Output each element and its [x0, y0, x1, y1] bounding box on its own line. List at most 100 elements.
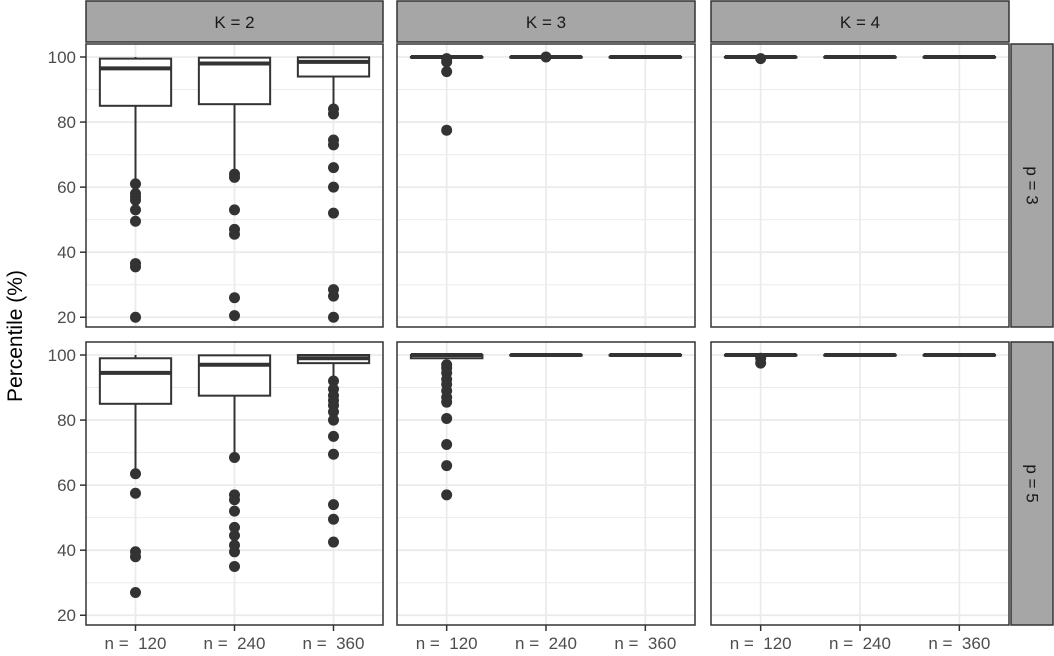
- outlier-point: [229, 505, 240, 517]
- outlier-point: [328, 499, 339, 511]
- x-tick-label: n = 240: [829, 634, 891, 653]
- panel-border: [710, 43, 1010, 328]
- y-tick-label: 40: [57, 243, 76, 262]
- y-tick-label: 60: [57, 476, 76, 495]
- column-strip-label: K = 2: [214, 13, 254, 32]
- y-tick-label: 80: [57, 411, 76, 430]
- box: [98, 57, 173, 107]
- outlier-point: [441, 124, 453, 136]
- outlier-point: [328, 414, 339, 426]
- boxplot-group: [409, 353, 484, 501]
- outlier-point: [229, 451, 240, 463]
- x-tick-label: n = 360: [928, 634, 990, 653]
- column-strip-label: K = 4: [840, 13, 880, 32]
- column-strip-label: K = 3: [526, 13, 566, 32]
- x-tick-label: n = 240: [515, 634, 577, 653]
- frame-layer: K = 2 K = 3 K = 4 p = 3 p = 5 20 40 60 80 100 20 40…: [48, 0, 1054, 653]
- outlier-point: [130, 178, 141, 190]
- boxplot-group: [723, 352, 798, 369]
- x-tick-label: n = 120: [416, 634, 478, 653]
- row-strip: [1010, 43, 1054, 328]
- outlier-point: [328, 536, 339, 548]
- row-strip-label: p = 5: [1023, 464, 1042, 502]
- outlier-point: [328, 181, 339, 193]
- boxplot-group: [197, 354, 272, 572]
- x-tick-label: n = 120: [105, 634, 167, 653]
- y-axis-title: Percentile (%): [4, 270, 27, 402]
- boxplot-group: [509, 51, 583, 63]
- row-strip: [1010, 341, 1054, 626]
- boxplot-group: [823, 55, 897, 60]
- y-tick-label: 40: [57, 541, 76, 560]
- outlier-point: [130, 215, 141, 227]
- outlier-point: [441, 489, 453, 501]
- boxplot-group: [509, 353, 583, 358]
- boxplot-group: [608, 353, 683, 358]
- outlier-point: [328, 513, 339, 525]
- y-tick-label: 20: [57, 606, 76, 625]
- outlier-point: [130, 261, 141, 273]
- outlier-point: [229, 521, 240, 533]
- outlier-point: [328, 207, 339, 219]
- column-strip: [85, 0, 384, 43]
- outlier-point: [755, 53, 767, 65]
- outlier-point: [229, 494, 240, 506]
- outlier-point: [441, 66, 453, 78]
- outlier-point: [130, 204, 141, 216]
- boxplot-group: [922, 55, 997, 60]
- outlier-point: [328, 139, 339, 151]
- column-strip: [396, 0, 696, 43]
- mark-layer: [98, 51, 997, 598]
- boxplot-group: [823, 353, 897, 358]
- boxplot-group: [296, 56, 371, 323]
- outlier-point: [441, 412, 453, 424]
- outlier-point: [328, 108, 339, 120]
- boxplot-group: [296, 354, 371, 548]
- outlier-point: [229, 228, 240, 240]
- outlier-point: [229, 546, 240, 558]
- outlier-point: [328, 290, 339, 302]
- boxplot-group: [922, 353, 997, 358]
- x-tick-label: n = 360: [303, 634, 365, 653]
- outlier-point: [441, 56, 453, 68]
- boxplot-group: [98, 57, 173, 323]
- y-tick-label: 60: [57, 178, 76, 197]
- boxplot-group: [197, 56, 272, 322]
- outlier-point: [328, 311, 339, 323]
- y-tick-label: 100: [48, 346, 76, 365]
- outlier-point: [130, 551, 141, 563]
- outlier-point: [328, 448, 339, 460]
- panel-border: [396, 43, 696, 328]
- outlier-point: [130, 586, 141, 598]
- outlier-point: [229, 171, 240, 183]
- boxplot-group: [98, 355, 173, 598]
- grid-layer: [86, 44, 1009, 625]
- box: [197, 354, 272, 397]
- panel-border: [85, 43, 384, 328]
- boxplot-group: [409, 53, 484, 136]
- outlier-point: [328, 162, 339, 174]
- box: [98, 357, 173, 405]
- row-strip-label: p = 3: [1023, 166, 1042, 204]
- y-tick-label: 80: [57, 113, 76, 132]
- outlier-point: [229, 204, 240, 216]
- outlier-point: [441, 460, 453, 472]
- outlier-point: [328, 430, 339, 442]
- outlier-point: [229, 310, 240, 322]
- outlier-point: [229, 530, 240, 542]
- outlier-point: [328, 406, 339, 418]
- outlier-point: [441, 396, 453, 408]
- outlier-point: [328, 375, 339, 387]
- x-tick-label: n = 120: [730, 634, 792, 653]
- outlier-point: [130, 311, 141, 323]
- boxplot-group: [608, 55, 683, 60]
- outlier-point: [540, 51, 552, 63]
- x-tick-label: n = 240: [204, 634, 266, 653]
- outlier-point: [229, 292, 240, 304]
- outlier-point: [755, 357, 767, 369]
- outlier-point: [130, 468, 141, 480]
- outlier-point: [130, 487, 141, 499]
- x-tick-label: n = 360: [614, 634, 676, 653]
- y-tick-label: 100: [48, 48, 76, 67]
